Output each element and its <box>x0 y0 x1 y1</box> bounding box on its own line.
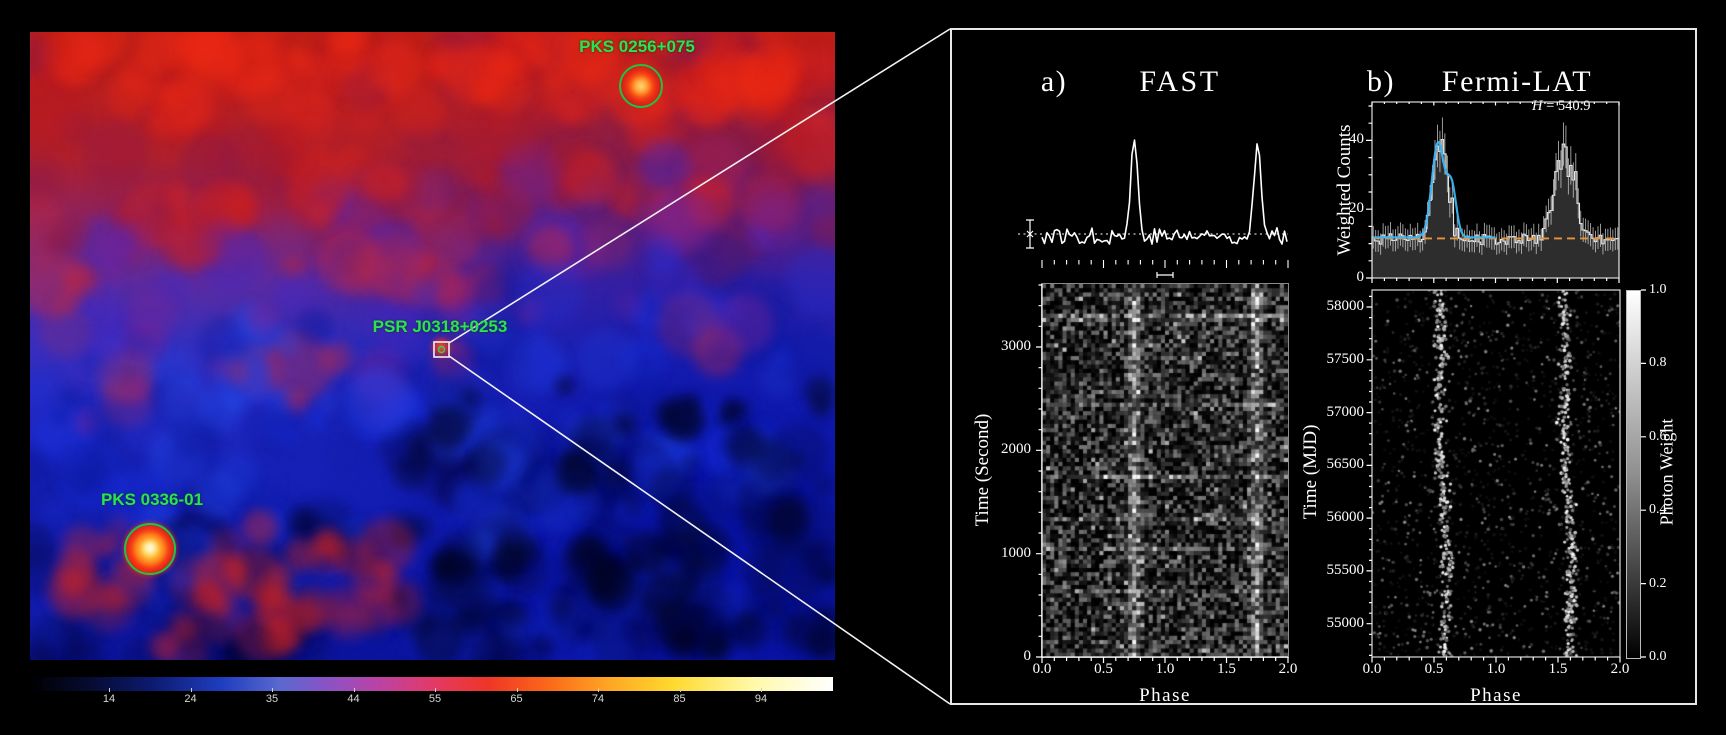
photon-weight-tick-label: 1.0 <box>1649 282 1667 297</box>
fast-xtick-label: 2.0 <box>1278 661 1298 677</box>
fermi-xtick-label: 0.5 <box>1424 661 1444 677</box>
fermi-mjd-tick-label: 55000 <box>1326 614 1365 631</box>
panel-b-title: Fermi-LAT <box>1441 65 1593 98</box>
photon-weight-tick-label: 0.4 <box>1649 502 1667 518</box>
map-colorbar-tick-label: 44 <box>347 693 360 705</box>
fermi-counts-tick-label: 0 <box>1356 269 1365 285</box>
fermi-mjd-tick-label: 57500 <box>1326 350 1365 367</box>
fast-phase-time-plot <box>1041 283 1289 658</box>
map-colorbar-tick-label: 14 <box>102 693 116 705</box>
source-label-pks0256: PKS 0256+075 <box>579 37 695 56</box>
fermi-mjd-tick-label: 58000 <box>1326 298 1365 314</box>
zoom-panel: a) FAST b) Fermi-LAT H = 540.9 Time (Sec… <box>950 28 1697 706</box>
fermi-mjd-tick-label: 56500 <box>1326 456 1365 473</box>
fermi-counts-tick-label: 20 <box>1349 200 1364 217</box>
fast-pulse-profile-plot <box>1018 139 1289 278</box>
panel-axes <box>1036 101 1646 663</box>
fermi-counts-tick-label: 40 <box>1349 131 1364 148</box>
map-colorbar-tick <box>109 688 110 692</box>
fermi-x-axis-title: Phase <box>1470 685 1522 706</box>
photon-weight-tick-label: 0.8 <box>1649 355 1667 371</box>
sky-map-canvas <box>30 32 835 660</box>
map-colorbar-tick-label: 85 <box>673 693 686 705</box>
map-colorbar-tick <box>272 688 273 692</box>
panel-a-label: a) <box>1040 65 1068 98</box>
fermi-y-axis-title: Time (MJD) <box>1300 424 1321 520</box>
panel-b-label: b) <box>1367 65 1395 98</box>
fermi-mjd-tick-label: 56000 <box>1326 509 1365 526</box>
map-colorbar-tick <box>435 688 436 692</box>
photon-weight-tick-label: 0.2 <box>1649 575 1667 591</box>
map-colorbar-ticks: 14 24 35 44 55 65 74 85 94 <box>30 688 833 714</box>
fast-y-axis-title: Time (Second) <box>972 413 993 527</box>
fast-xtick-label: 1.5 <box>1217 661 1236 677</box>
map-colorbar-tick-label: 55 <box>428 693 442 705</box>
map-colorbar-tick-label: 24 <box>184 693 197 705</box>
map-colorbar-tick <box>761 688 762 692</box>
fermi-phase-time-plot <box>1372 290 1620 657</box>
fast-ytick-label: 1000 <box>1001 544 1031 561</box>
photon-weight-colorbar <box>1626 290 1641 659</box>
photon-weight-tick-label: 0.0 <box>1649 649 1667 664</box>
map-colorbar-tick-label: 94 <box>754 693 768 705</box>
fermi-xtick-label: 2.0 <box>1610 661 1630 677</box>
fast-xtick-label: 1.0 <box>1155 661 1175 677</box>
map-colorbar-tick <box>190 688 192 692</box>
map-colorbar-tick <box>516 688 518 692</box>
source-label-psrj0318: PSR J0318+0253 <box>372 317 508 336</box>
map-colorbar-tick-label: 74 <box>591 693 605 705</box>
fermi-mjd-tick-label: 57000 <box>1326 403 1365 420</box>
fast-ytick-label: 2000 <box>1001 441 1031 458</box>
fermi-xtick-label: 1.5 <box>1548 661 1568 677</box>
panel-a-title: FAST <box>1139 65 1221 98</box>
map-colorbar-tick <box>679 688 681 692</box>
map-colorbar-tick <box>598 688 599 692</box>
fast-ytick-label: 3000 <box>1001 338 1031 354</box>
map-colorbar-tick-label: 35 <box>265 693 279 705</box>
fast-xtick-label: 0.0 <box>1032 661 1052 677</box>
fermi-mjd-tick-label: 55500 <box>1326 561 1365 578</box>
fermi-xtick-label: 0.0 <box>1362 661 1382 677</box>
map-colorbar-tick <box>353 688 355 692</box>
gamma-ray-sky-map <box>30 32 835 660</box>
fast-ytick-label: 0 <box>1023 648 1032 664</box>
fast-x-axis-title: Phase <box>1139 685 1191 706</box>
fast-xtick-label: 0.5 <box>1094 661 1113 677</box>
fermi-pulse-profile-plot <box>1371 117 1620 279</box>
fermi-xtick-label: 1.0 <box>1486 661 1506 677</box>
map-colorbar-tick-label: 65 <box>510 693 523 705</box>
source-label-pks0336: PKS 0336-01 <box>100 490 204 509</box>
h-stat-symbol: H <box>1532 98 1543 114</box>
photon-weight-tick-label: 0.6 <box>1649 428 1667 444</box>
